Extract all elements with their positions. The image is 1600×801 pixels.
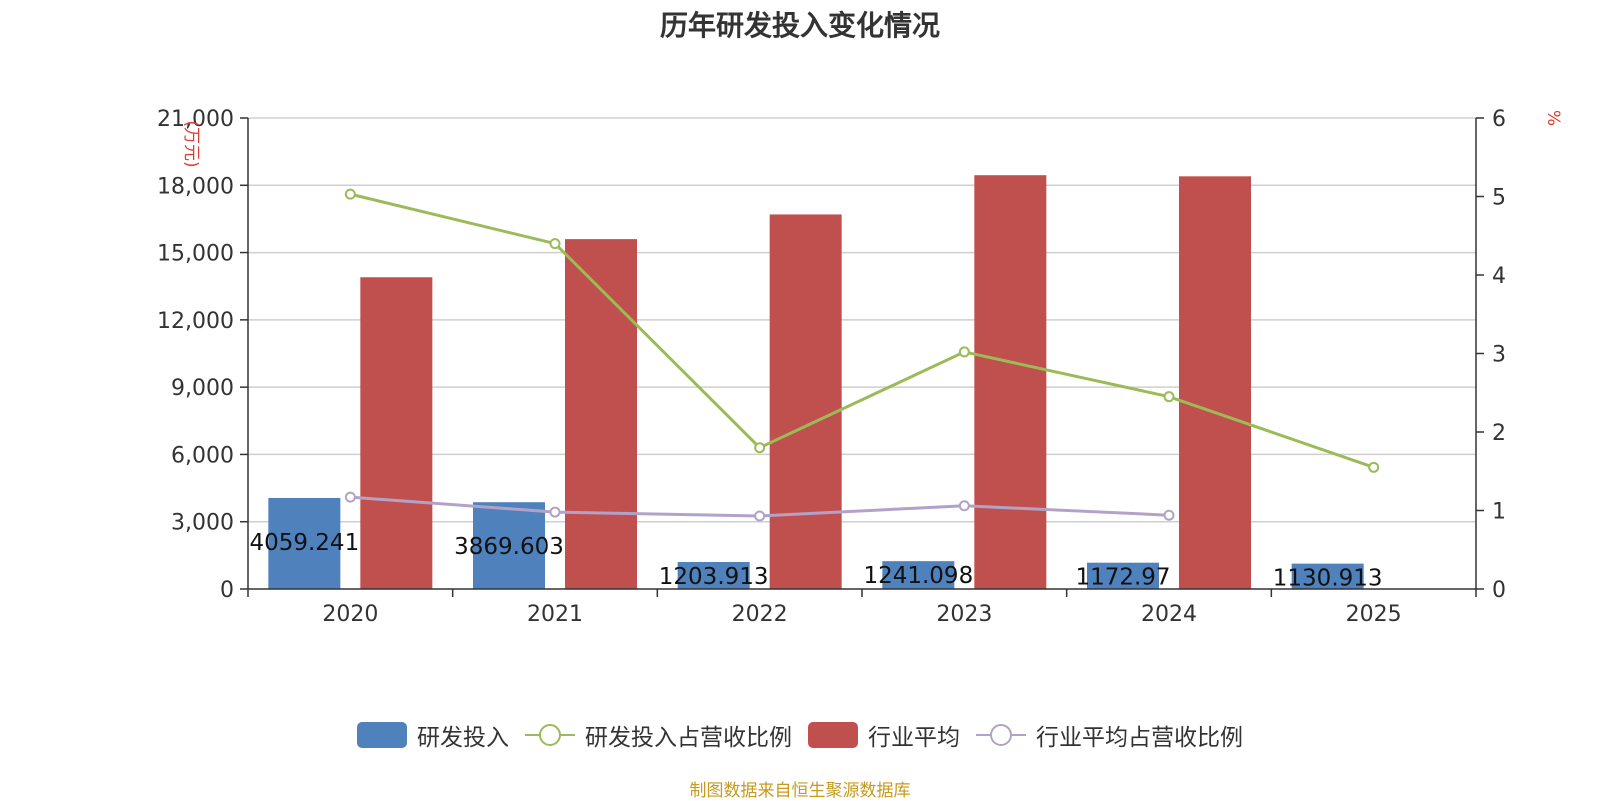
- legend-label: 研发投入: [417, 725, 509, 751]
- data-label: 1241.098: [863, 563, 973, 589]
- y-right-tick-label: 0: [1492, 578, 1506, 603]
- y-right-tick-label: 2: [1492, 421, 1506, 446]
- line-point: [1163, 509, 1175, 521]
- y-left-axis-label: (万元): [181, 120, 201, 167]
- legend-bar-swatch: [357, 722, 407, 748]
- data-label: 1172.97: [1075, 565, 1170, 591]
- line-point: [344, 491, 356, 503]
- legend-item-rd-investment[interactable]: 研发投入: [357, 718, 509, 752]
- legend-label: 行业平均: [868, 725, 960, 751]
- bar-rd-investment: [473, 502, 545, 589]
- y-right-tick-label: 6: [1492, 107, 1506, 132]
- line-point: [549, 238, 561, 250]
- bar-industry-average: [769, 214, 842, 589]
- x-tick-label: 2023: [936, 602, 992, 627]
- bar-industry-average: [565, 239, 637, 589]
- y-right-axis-label: %: [1543, 110, 1563, 126]
- line-point: [754, 442, 766, 454]
- legend-line-swatch: [976, 722, 1026, 748]
- y-right-tick-label: 3: [1492, 343, 1506, 368]
- line-series: [349, 192, 1375, 469]
- line-point: [958, 500, 970, 512]
- bar-rd-investment: [677, 561, 750, 589]
- y-left-tick-label: 15,000: [157, 242, 234, 267]
- x-tick-label: 2025: [1346, 602, 1402, 627]
- y-left-tick-label: 21,000: [157, 107, 234, 132]
- data-label: 1203.913: [659, 564, 769, 590]
- legend-item-industry-average[interactable]: 行业平均: [808, 718, 960, 752]
- y-left-tick-label: 12,000: [157, 309, 234, 334]
- y-left-tick-label: 3,000: [171, 511, 234, 536]
- x-tick-label: 2024: [1141, 602, 1197, 627]
- line-point: [344, 188, 356, 200]
- data-label: 3869.603: [454, 534, 564, 560]
- source-note: 制图数据来自恒生聚源数据库: [689, 781, 911, 801]
- bar-industry-average: [974, 175, 1047, 589]
- y-right-tick-label: 4: [1492, 264, 1506, 289]
- bar-rd-investment: [1291, 563, 1364, 589]
- legend-item-rd-ratio[interactable]: 研发投入占营收比例: [525, 718, 792, 752]
- bar-industry-average: [360, 277, 433, 589]
- y-right-tick-label: 1: [1492, 500, 1506, 525]
- x-tick-label: 2020: [322, 602, 378, 627]
- legend-item-industry-ratio[interactable]: 行业平均占营收比例: [976, 718, 1243, 752]
- y-right-tick-label: 5: [1492, 186, 1506, 211]
- bar-industry-average: [1179, 176, 1251, 590]
- chart-title: 历年研发投入变化情况: [659, 9, 940, 42]
- line-point: [1163, 391, 1175, 403]
- line-point: [549, 506, 561, 518]
- x-tick-label: 2022: [732, 602, 788, 627]
- legend-label: 研发投入占营收比例: [585, 725, 792, 751]
- y-left-tick-label: 18,000: [157, 174, 234, 199]
- bar-rd-investment: [1087, 562, 1159, 589]
- line-point: [958, 346, 970, 358]
- legend-line-swatch: [525, 722, 575, 748]
- line-point: [1368, 461, 1380, 473]
- legend: 研发投入 研发投入占营收比例 行业平均 行业平均占营收比例: [0, 718, 1600, 752]
- bar-rd-investment: [882, 561, 955, 589]
- y-left-tick-label: 9,000: [171, 376, 234, 401]
- data-label: 1130.913: [1273, 566, 1383, 592]
- legend-label: 行业平均占营收比例: [1036, 725, 1243, 751]
- data-label: 4059.241: [249, 530, 359, 556]
- y-left-tick-label: 6,000: [171, 443, 234, 468]
- x-tick-label: 2021: [527, 602, 583, 627]
- line-point: [754, 510, 766, 522]
- y-left-tick-label: 0: [220, 578, 234, 603]
- legend-bar-swatch: [808, 722, 858, 748]
- bar-rd-investment: [268, 497, 341, 589]
